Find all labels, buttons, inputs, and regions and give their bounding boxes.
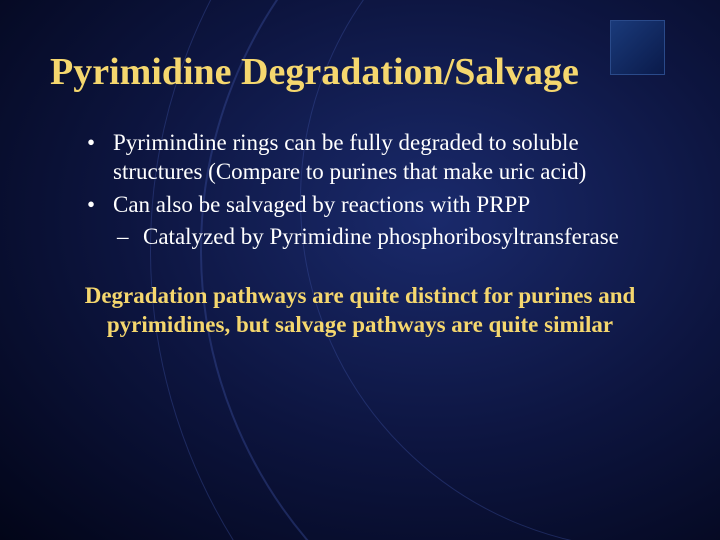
bullet-item: Pyrimindine rings can be fully degraded … <box>85 129 660 187</box>
slide-body: Pyrimindine rings can be fully degraded … <box>40 129 680 252</box>
slide-title: Pyrimidine Degradation/Salvage <box>50 50 680 94</box>
bullet-item: Can also be salvaged by reactions with P… <box>85 191 660 220</box>
sub-bullet-item: Catalyzed by Pyrimidine phosphoribosyltr… <box>85 223 660 252</box>
slide-container: Pyrimidine Degradation/Salvage Pyrimindi… <box>0 0 720 540</box>
summary-text: Degradation pathways are quite distinct … <box>40 282 680 340</box>
